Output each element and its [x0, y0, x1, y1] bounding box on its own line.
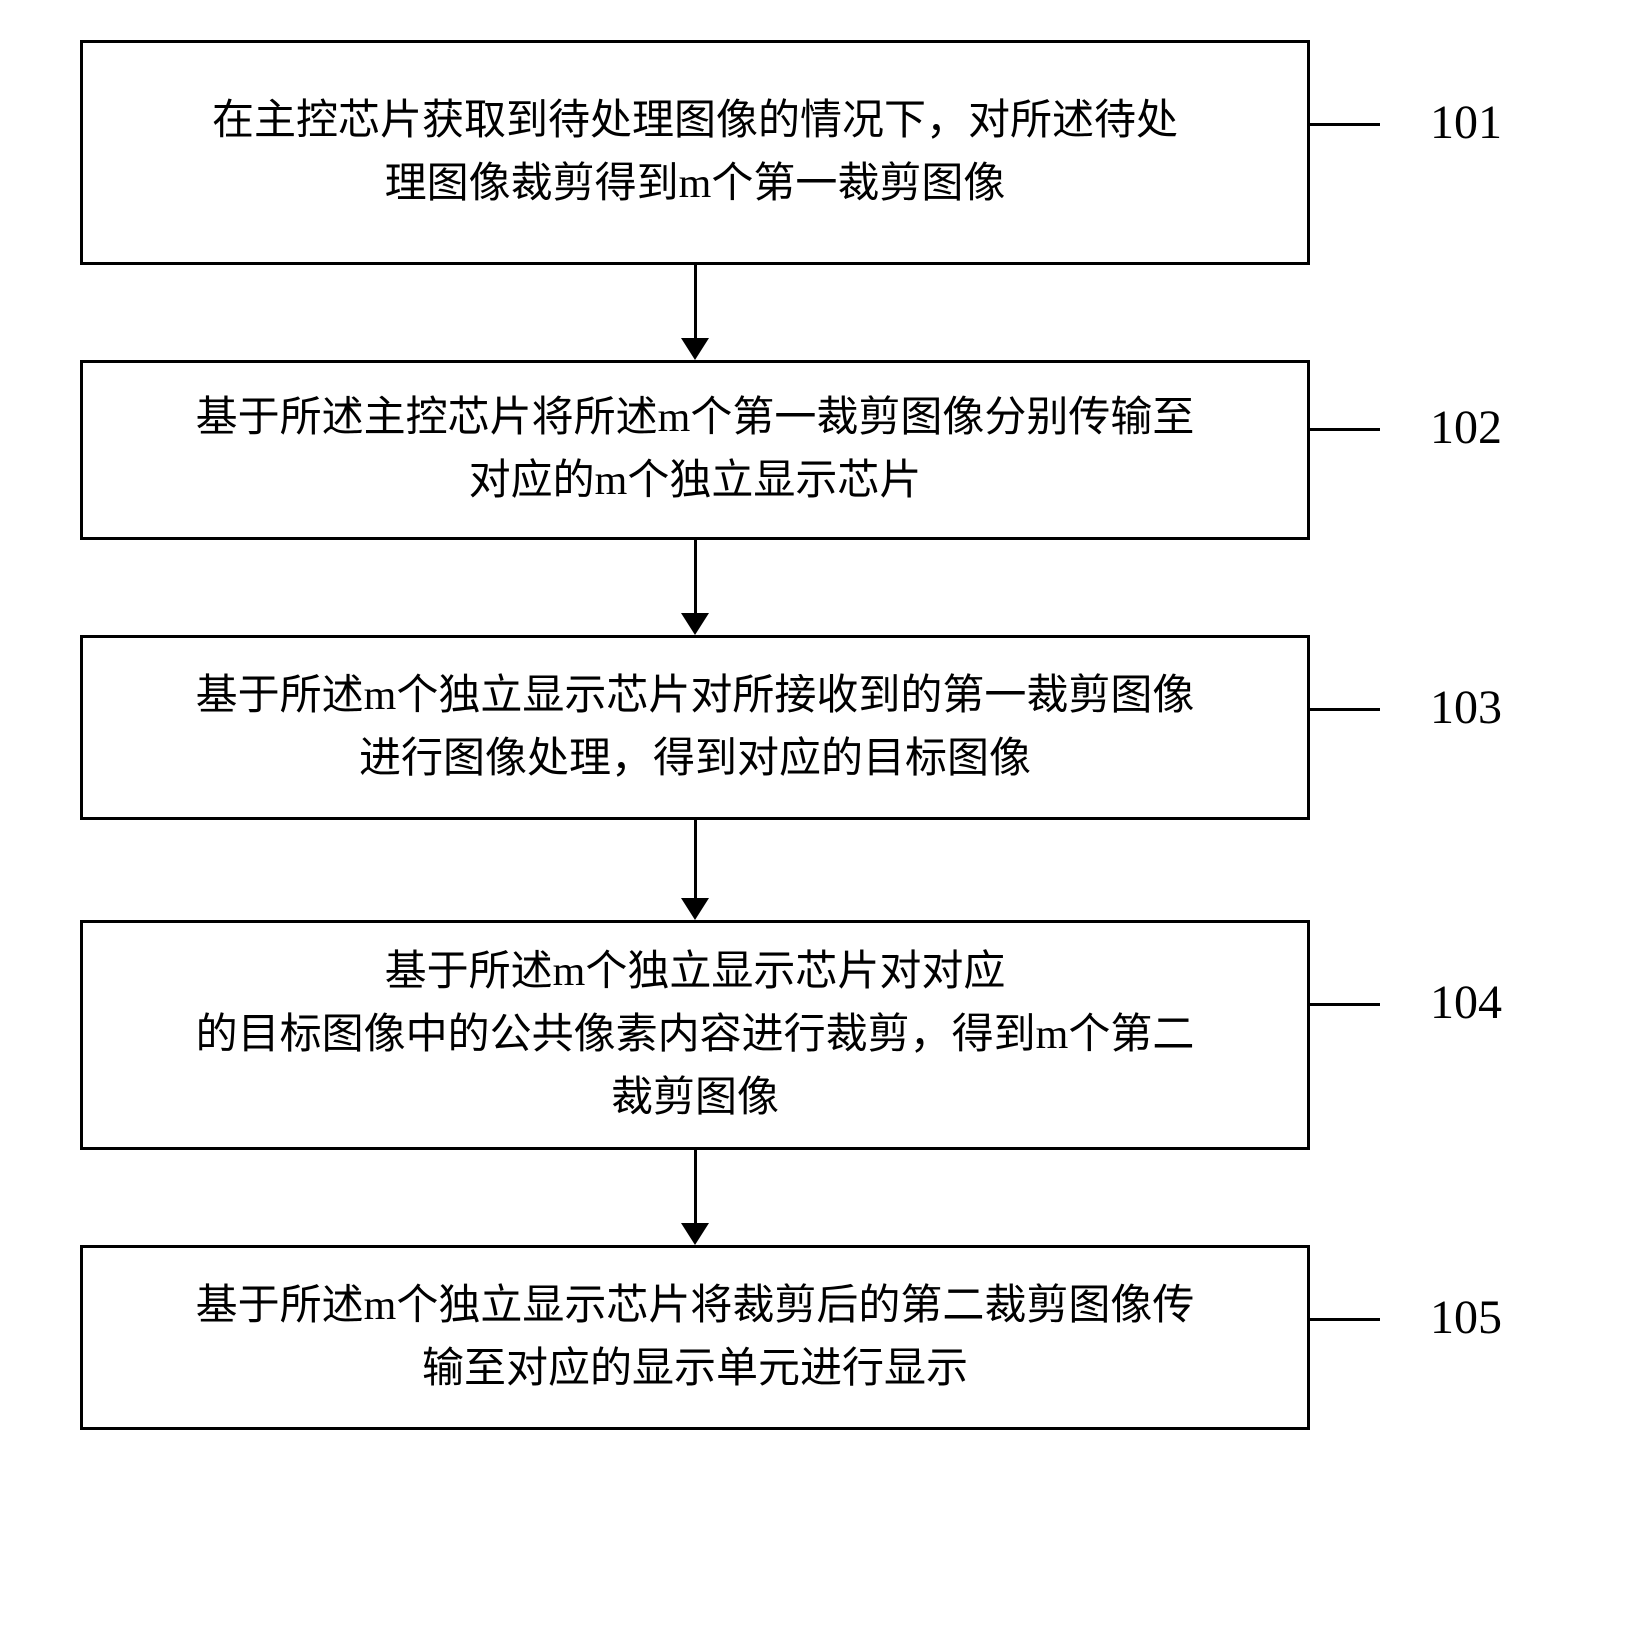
arrow-line: [694, 1150, 697, 1225]
arrow-line: [694, 265, 697, 340]
label-connector: [1310, 428, 1380, 431]
label-connector: [1310, 1003, 1380, 1006]
arrow-line: [694, 540, 697, 615]
step-text: 基于所述m个独立显示芯片对对应 的目标图像中的公共像素内容进行裁剪，得到m个第二…: [196, 941, 1195, 1130]
arrow-head-icon: [681, 338, 709, 360]
arrow-line: [694, 820, 697, 900]
step-label-103: 103: [1430, 680, 1502, 735]
flowchart-step-104: 基于所述m个独立显示芯片对对应 的目标图像中的公共像素内容进行裁剪，得到m个第二…: [80, 920, 1310, 1150]
label-connector: [1310, 708, 1380, 711]
flowchart-step-102: 基于所述主控芯片将所述m个第一裁剪图像分别传输至 对应的m个独立显示芯片: [80, 360, 1310, 540]
step-text: 基于所述m个独立显示芯片将裁剪后的第二裁剪图像传 输至对应的显示单元进行显示: [196, 1275, 1195, 1401]
step-label-105: 105: [1430, 1290, 1502, 1345]
arrow-head-icon: [681, 1223, 709, 1245]
label-connector: [1310, 1318, 1380, 1321]
arrow-head-icon: [681, 898, 709, 920]
step-text: 基于所述主控芯片将所述m个第一裁剪图像分别传输至 对应的m个独立显示芯片: [196, 387, 1195, 513]
step-text: 基于所述m个独立显示芯片对所接收到的第一裁剪图像 进行图像处理，得到对应的目标图…: [196, 665, 1195, 791]
step-label-102: 102: [1430, 400, 1502, 455]
flowchart-step-101: 在主控芯片获取到待处理图像的情况下，对所述待处 理图像裁剪得到m个第一裁剪图像: [80, 40, 1310, 265]
flowchart-step-103: 基于所述m个独立显示芯片对所接收到的第一裁剪图像 进行图像处理，得到对应的目标图…: [80, 635, 1310, 820]
step-text: 在主控芯片获取到待处理图像的情况下，对所述待处 理图像裁剪得到m个第一裁剪图像: [212, 90, 1178, 216]
step-label-101: 101: [1430, 95, 1502, 150]
flowchart-step-105: 基于所述m个独立显示芯片将裁剪后的第二裁剪图像传 输至对应的显示单元进行显示: [80, 1245, 1310, 1430]
arrow-head-icon: [681, 613, 709, 635]
step-label-104: 104: [1430, 975, 1502, 1030]
label-connector: [1310, 123, 1380, 126]
